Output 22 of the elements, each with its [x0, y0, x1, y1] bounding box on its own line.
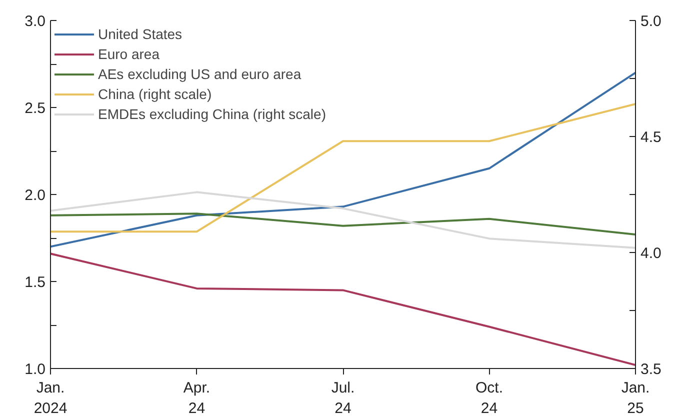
legend-label: United States	[98, 26, 182, 42]
y-tick-label: 3.0	[24, 13, 46, 30]
y2-tick-label: 5.0	[640, 13, 662, 30]
legend-label: EMDEs excluding China (right scale)	[98, 106, 326, 122]
y-tick-label: 2.5	[24, 100, 46, 117]
x-tick-label: Jan. 2024	[34, 380, 68, 417]
y2-tick-label: 4.5	[640, 129, 662, 146]
x-tick-label: Jul. 24	[331, 380, 355, 417]
y-tick-label: 1.5	[24, 274, 46, 291]
line-series	[50, 212, 636, 236]
y2-tick-label: 3.5	[640, 361, 662, 378]
legend-label: China (right scale)	[98, 86, 212, 102]
x-tick-label: Oct. 24	[476, 380, 504, 417]
legend-label: AEs excluding US and euro area	[98, 66, 302, 82]
y2-tick-label: 4.0	[640, 245, 662, 262]
x-tick-label: Jan. 25	[621, 380, 650, 417]
line-series	[50, 191, 636, 249]
y-tick-label: 2.0	[24, 187, 46, 204]
line-series	[50, 252, 636, 366]
y-tick-label: 1.0	[24, 361, 46, 378]
legend-label: Euro area	[98, 46, 160, 62]
x-tick-label: Apr. 24	[183, 380, 210, 417]
